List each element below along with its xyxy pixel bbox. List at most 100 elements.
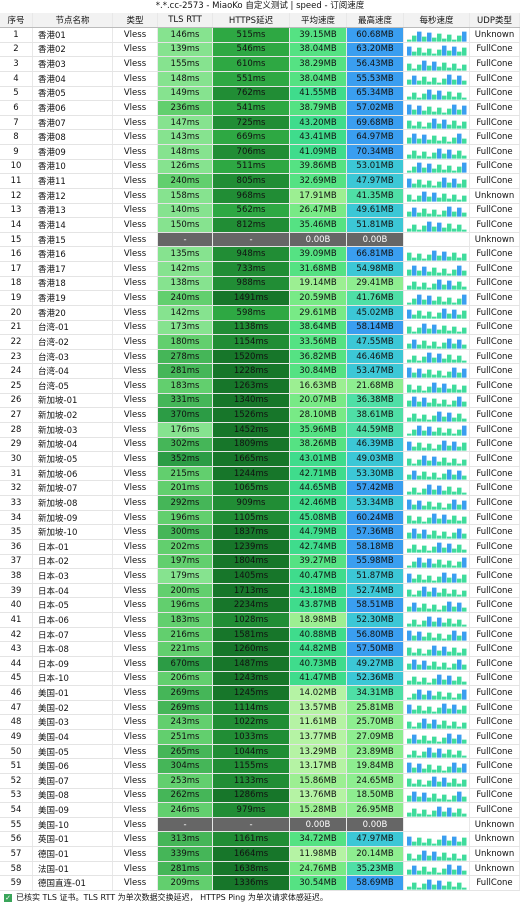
table-cell: FullCone xyxy=(470,554,520,569)
sparkline-bar xyxy=(462,813,467,817)
sparkline-bar xyxy=(457,545,462,554)
sparkline-bar xyxy=(452,46,457,56)
table-row: 5 香港05 Vless 149ms 762ms 41.55MB 65.34MB FullCo… xyxy=(0,86,520,102)
speed-sparkline xyxy=(404,437,470,452)
table-cell: 39.27MB xyxy=(290,554,347,569)
table-cell: 58.18MB xyxy=(347,539,404,554)
sparkline-bar xyxy=(432,513,437,524)
sparkline-bar xyxy=(407,343,412,349)
sparkline-bar xyxy=(447,519,452,524)
table-cell: 1133ms xyxy=(213,773,290,788)
sparkline-bar xyxy=(437,181,442,188)
sparkline-bar xyxy=(442,79,447,86)
table-cell: Vless xyxy=(113,686,158,700)
table-cell: 38.64MB xyxy=(290,320,347,335)
sparkline xyxy=(407,864,467,875)
table-cell: Vless xyxy=(113,466,158,481)
table-cell: Vless xyxy=(113,28,158,42)
sparkline-bar xyxy=(452,359,457,363)
sparkline-bar xyxy=(437,107,442,115)
sparkline-bar xyxy=(462,294,467,305)
table-cell: 236ms xyxy=(158,101,213,115)
sparkline xyxy=(407,689,467,700)
table-cell: 1243ms xyxy=(213,671,290,686)
sparkline-bar xyxy=(422,455,427,466)
table-cell: 45.02MB xyxy=(347,305,404,320)
sparkline-bar xyxy=(422,735,427,744)
sparkline-bar xyxy=(437,880,442,890)
table-row: 57 德国-01 Vless 339ms 1664ms 11.98MB 20.14MB Unk… xyxy=(0,847,520,862)
sparkline-bar xyxy=(407,104,412,115)
sparkline-bar xyxy=(452,367,457,378)
sparkline-bar xyxy=(452,886,457,890)
table-cell: FullCone xyxy=(470,642,520,656)
sparkline-bar xyxy=(457,339,462,349)
header-row: 序号 节点名称 类型 TLS RTT HTTPS延迟 平均速度 最高速度 每秒速度 UDP类型 xyxy=(0,13,520,28)
sparkline-bar xyxy=(427,48,432,56)
sparkline-bar xyxy=(462,459,467,466)
table-cell: 47 xyxy=(0,700,33,715)
table-cell: 44.79MB xyxy=(290,525,347,539)
table-cell: 香港08 xyxy=(33,130,113,144)
sparkline-bar xyxy=(412,200,417,203)
sparkline-bar xyxy=(437,33,442,42)
sparkline-bar xyxy=(452,630,457,641)
sparkline xyxy=(407,484,467,495)
table-cell: 15.28MB xyxy=(290,803,347,817)
sparkline-bar xyxy=(417,212,422,217)
sparkline-bar xyxy=(422,356,427,363)
sparkline-bar xyxy=(462,311,467,320)
sparkline-bar xyxy=(442,268,447,276)
sparkline-bar xyxy=(462,648,467,656)
table-cell: 36.38MB xyxy=(347,393,404,408)
sparkline xyxy=(407,499,467,510)
table-row: 36 日本-01 Vless 202ms 1239ms 42.74MB 58.18MB Ful… xyxy=(0,539,520,555)
sparkline xyxy=(407,469,467,480)
table-cell: FullCone xyxy=(470,744,520,759)
table-cell: 610ms xyxy=(213,57,290,71)
table-cell: 40.88MB xyxy=(290,627,347,642)
sparkline-bar xyxy=(457,133,462,144)
table-cell: 1245ms xyxy=(213,686,290,700)
table-cell: 546ms xyxy=(213,42,290,57)
table-cell: 370ms xyxy=(158,408,213,422)
table-cell: Vless xyxy=(113,364,158,379)
table-cell: 12 xyxy=(0,188,33,203)
sparkline-bar xyxy=(407,269,412,276)
table-cell: 300ms xyxy=(158,525,213,539)
sparkline-bar xyxy=(432,645,437,656)
sparkline-bar xyxy=(422,397,427,407)
table-cell: Vless xyxy=(113,730,158,744)
sparkline-bar xyxy=(407,228,412,232)
sparkline-bar xyxy=(407,532,412,539)
table-cell: 美国-02 xyxy=(33,700,113,715)
sparkline-bar xyxy=(447,668,452,671)
sparkline-bar xyxy=(432,382,437,393)
sparkline-bar xyxy=(422,694,427,700)
sparkline-bar xyxy=(422,842,427,846)
sparkline-bar xyxy=(422,110,427,115)
table-cell: 41.35MB xyxy=(347,188,404,203)
table-cell: 36.82MB xyxy=(290,349,347,364)
sparkline-bar xyxy=(407,491,412,495)
table-cell: 1260ms xyxy=(213,642,290,656)
speed-sparkline xyxy=(404,817,470,832)
table-cell: 香港17 xyxy=(33,262,113,276)
sparkline-bar xyxy=(457,841,462,846)
sparkline-bar xyxy=(417,426,422,437)
sparkline-bar xyxy=(407,762,412,773)
sparkline-bar xyxy=(442,325,447,334)
sparkline-bar xyxy=(417,31,422,42)
table-cell: 美国-04 xyxy=(33,730,113,744)
table-cell: FullCone xyxy=(470,145,520,159)
sparkline-bar xyxy=(417,344,422,349)
sparkline-bar xyxy=(427,838,432,846)
sparkline-bar xyxy=(422,710,427,714)
sparkline-bar xyxy=(427,649,432,656)
sparkline-bar xyxy=(437,856,442,861)
sparkline-bar xyxy=(412,767,417,773)
sparkline-bar xyxy=(417,418,422,422)
sparkline-bar xyxy=(442,112,447,115)
sparkline-bar xyxy=(422,93,427,100)
table-row: 33 新加坡-08 Vless 292ms 909ms 42.46MB 53.34MB Ful… xyxy=(0,496,520,511)
